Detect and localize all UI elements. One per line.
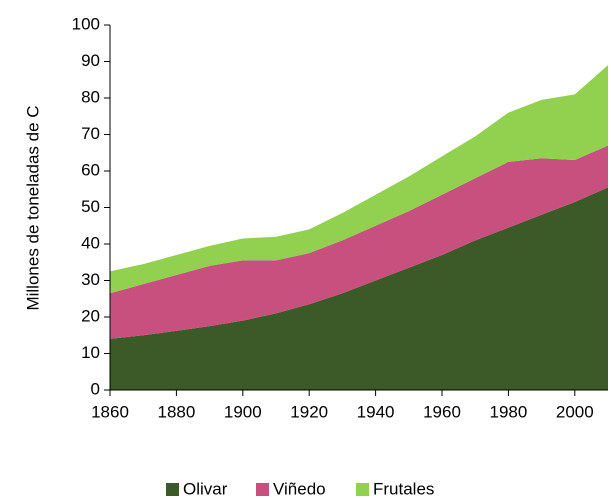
legend-swatch	[256, 483, 269, 496]
y-tick-label: 70	[81, 124, 100, 143]
y-tick-label: 20	[81, 306, 100, 325]
y-tick-label: 100	[72, 14, 100, 33]
legend-label: Olivar	[183, 479, 228, 498]
y-tick-label: 50	[81, 197, 100, 216]
x-tick-label: 1960	[423, 402, 461, 421]
y-tick-label: 60	[81, 160, 100, 179]
x-tick-label: 1940	[357, 402, 395, 421]
x-tick-label: 1880	[157, 402, 195, 421]
area	[110, 65, 608, 294]
y-tick-label: 10	[81, 343, 100, 362]
y-tick-label: 0	[91, 379, 100, 398]
y-tick-label: 30	[81, 270, 100, 289]
x-tick-label: 1900	[224, 402, 262, 421]
y-tick-label: 90	[81, 51, 100, 70]
x-tick-label: 1860	[91, 402, 129, 421]
legend-label: Frutales	[373, 479, 434, 498]
area	[110, 145, 608, 339]
x-tick-label: 2000	[556, 402, 594, 421]
x-tick-label: 1920	[290, 402, 328, 421]
area	[110, 187, 608, 390]
y-tick-label: 40	[81, 233, 100, 252]
y-tick-label: 80	[81, 87, 100, 106]
legend-swatch	[356, 483, 369, 496]
y-axis-label: Millones de toneladas de C	[23, 105, 42, 310]
legend-label: Viñedo	[273, 479, 326, 498]
legend-swatch	[166, 483, 179, 496]
x-tick-label: 1980	[489, 402, 527, 421]
